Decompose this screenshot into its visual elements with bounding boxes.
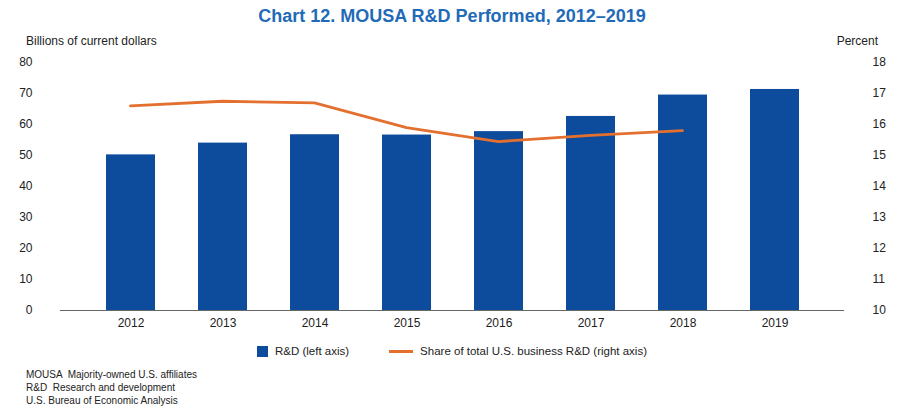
svg-text:0: 0 [26,303,33,317]
svg-text:2018: 2018 [670,316,697,330]
svg-text:2012: 2012 [118,316,145,330]
svg-text:18: 18 [873,55,887,69]
svg-text:17: 17 [873,86,887,100]
svg-text:2016: 2016 [486,316,513,330]
svg-text:10: 10 [19,272,33,286]
svg-text:2017: 2017 [578,316,605,330]
svg-text:70: 70 [19,86,33,100]
svg-text:13: 13 [873,210,887,224]
svg-text:80: 80 [19,55,33,69]
html-text:R&D (left axis): R&D (left axis) [275,345,350,357]
html-text:Share of total U.S. business R: Share of total U.S. business R&D (right … [420,345,647,357]
html-text:Chart 12. MOUSA R&D Performed,: Chart 12. MOUSA R&D Performed, 2012–2019 [258,6,646,26]
html-text:Percent: Percent [836,34,878,48]
html-text:R&D Research and development: R&D Research and development [26,382,175,393]
svg-text:2013: 2013 [210,316,237,330]
svg-text:60: 60 [19,117,33,131]
svg-text:20: 20 [19,241,33,255]
svg-text:12: 12 [873,241,887,255]
svg-text:30: 30 [19,210,33,224]
html-text:MOUSA Majority-owned U.S. affi: MOUSA Majority-owned U.S. affiliates [26,369,197,380]
svg-text:10: 10 [873,303,887,317]
svg-text:11: 11 [873,272,886,286]
html-text:Billions of current dollars: Billions of current dollars [26,34,157,48]
svg-text:2014: 2014 [302,316,329,330]
svg-text:14: 14 [873,179,887,193]
svg-text:40: 40 [19,179,33,193]
svg-text:2019: 2019 [762,316,789,330]
svg-text:15: 15 [873,148,887,162]
svg-text:2015: 2015 [394,316,421,330]
svg-text:50: 50 [19,148,33,162]
html-text:U.S. Bureau of Economic Analys: U.S. Bureau of Economic Analysis [26,395,178,406]
svg-text:16: 16 [873,117,887,131]
